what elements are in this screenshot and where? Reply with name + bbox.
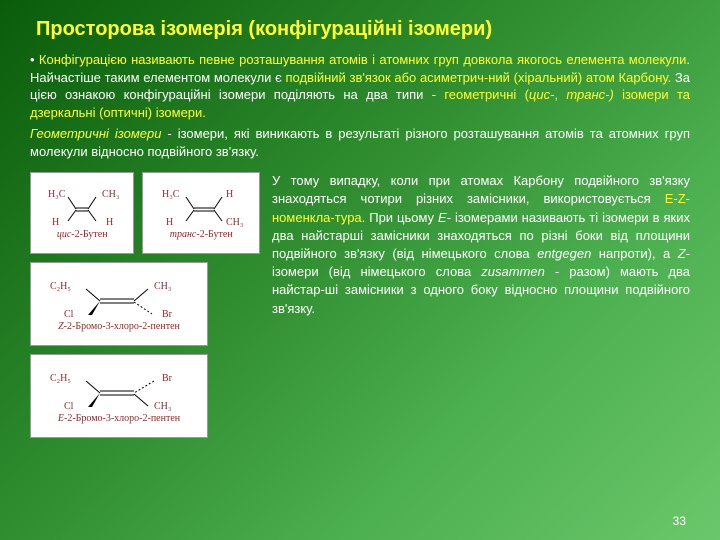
svg-text:H: H bbox=[106, 217, 113, 227]
cis-name: 2-Бутен bbox=[75, 229, 108, 240]
molecule-e-icon: C₂H₅ Br Cl CH₃ bbox=[44, 369, 194, 411]
trans-prefix: транс- bbox=[170, 229, 200, 240]
term-cis: цис- bbox=[529, 87, 555, 102]
svg-text:C₂H₅: C₂H₅ bbox=[50, 373, 71, 384]
figure-cis-butene: H₃C CH₃ H H цис-2-Бутен bbox=[30, 172, 134, 254]
e-prefix: E- bbox=[58, 413, 67, 424]
term-geom-isomers: Геометричні ізомери bbox=[30, 126, 161, 141]
figure-row-butene: H₃C CH₃ H H цис-2-Бутен bbox=[30, 172, 260, 254]
svg-text:C₂H₅: C₂H₅ bbox=[50, 281, 71, 292]
z-name: 2-Бромо-3-хлоро-2-пентен bbox=[67, 321, 180, 332]
e-name: 2-Бромо-3-хлоро-2-пентен bbox=[67, 413, 180, 424]
ez-a: У тому випадку, коли при атомах Карбону … bbox=[272, 173, 690, 206]
caption-e: E-2-Бромо-3-хлоро-2-пентен bbox=[58, 413, 180, 424]
page-number: 33 bbox=[673, 514, 686, 528]
svg-text:H: H bbox=[226, 189, 233, 200]
svg-text:H₃C: H₃C bbox=[48, 189, 66, 200]
ez-j: zusammen bbox=[481, 264, 545, 279]
svg-text:CH₃: CH₃ bbox=[154, 281, 171, 292]
content-row: H₃C CH₃ H H цис-2-Бутен bbox=[30, 172, 690, 438]
molecule-trans-icon: H₃C CH₃ H H bbox=[156, 187, 246, 227]
ez-f: entgegen bbox=[537, 246, 591, 261]
svg-text:Br: Br bbox=[162, 373, 173, 384]
ez-c: . При цьому bbox=[362, 210, 438, 225]
svg-text:H: H bbox=[52, 217, 59, 227]
ez-i: ізомери (від німецького слова bbox=[272, 264, 481, 279]
figures-column: H₃C CH₃ H H цис-2-Бутен bbox=[30, 172, 260, 438]
ez-paragraph: У тому випадку, коли при атомах Карбону … bbox=[272, 172, 690, 438]
figure-trans-butene: H₃C CH₃ H H транс-2-Бутен bbox=[142, 172, 260, 254]
bullet-marker: • bbox=[30, 52, 39, 67]
caption-z: Z-2-Бромо-3-хлоро-2-пентен bbox=[58, 321, 180, 332]
figure-e-pentene: C₂H₅ Br Cl CH₃ E-2-Бромо-3-хлоро-2-пенте… bbox=[30, 354, 208, 438]
def-a: називають певне розташування атомів і ат… bbox=[127, 52, 687, 67]
svg-text:H₃C: H₃C bbox=[162, 189, 180, 200]
slide: Просторова ізомерія (конфігураційні ізом… bbox=[0, 0, 720, 540]
svg-text:H: H bbox=[166, 217, 173, 227]
term-configuration: Конфігурацією bbox=[39, 52, 127, 67]
molecule-z-icon: C₂H₅ CH₃ Cl Br bbox=[44, 277, 194, 319]
ez-d: E- bbox=[438, 210, 451, 225]
figure-z-pentene: C₂H₅ CH₃ Cl Br Z-2-Бромо-3-хлоро-2-пенте… bbox=[30, 262, 208, 346]
caption-trans: транс-2-Бутен bbox=[170, 229, 233, 240]
svg-text:CH₃: CH₃ bbox=[102, 189, 119, 200]
ez-g: напроти), а bbox=[591, 246, 677, 261]
svg-text:Br: Br bbox=[162, 309, 173, 319]
paragraph-configuration: • Конфігурацією називають певне розташув… bbox=[30, 51, 690, 121]
cis-prefix: цис- bbox=[57, 229, 75, 240]
ez-h: Z- bbox=[678, 246, 690, 261]
z-prefix: Z- bbox=[58, 321, 67, 332]
term-geometric: геометричні ( bbox=[444, 87, 529, 102]
slide-title: Просторова ізомерія (конфігураційні ізом… bbox=[36, 18, 690, 41]
molecule-cis-icon: H₃C CH₃ H H bbox=[42, 187, 122, 227]
txt-h: , bbox=[554, 87, 566, 102]
trans-name: 2-Бутен bbox=[200, 229, 233, 240]
svg-text:Cl: Cl bbox=[64, 401, 74, 411]
svg-text:CH₃: CH₃ bbox=[154, 401, 171, 411]
svg-text:Cl: Cl bbox=[64, 309, 74, 319]
paragraph-geometric: Геометричні ізомери - ізомери, які виник… bbox=[30, 125, 690, 160]
caption-cis: цис-2-Бутен bbox=[57, 229, 108, 240]
term-double-bond: подвійний зв'язок або асиметрич-ний (хір… bbox=[285, 70, 667, 85]
term-trans: транс-) bbox=[566, 87, 622, 102]
svg-text:CH₃: CH₃ bbox=[226, 217, 243, 227]
